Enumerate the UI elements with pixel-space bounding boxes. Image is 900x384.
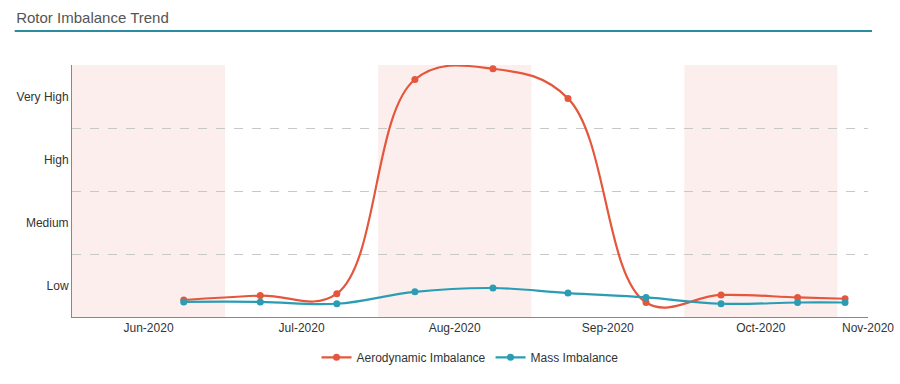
- svg-text:Sep-2020: Sep-2020: [582, 321, 634, 335]
- svg-text:Medium: Medium: [26, 216, 69, 230]
- svg-text:High: High: [44, 153, 69, 167]
- svg-text:Aug-2020: Aug-2020: [429, 321, 481, 335]
- svg-text:Very High: Very High: [17, 90, 69, 104]
- svg-text:Aerodynamic Imbalance: Aerodynamic Imbalance: [357, 351, 486, 365]
- svg-text:Jul-2020: Jul-2020: [279, 321, 325, 335]
- svg-text:Low: Low: [47, 279, 69, 293]
- svg-text:Nov-2020: Nov-2020: [842, 321, 894, 335]
- svg-text:Mass Imbalance: Mass Imbalance: [531, 351, 619, 365]
- svg-text:Oct-2020: Oct-2020: [736, 321, 786, 335]
- svg-text:Rotor Imbalance Trend: Rotor Imbalance Trend: [16, 9, 169, 26]
- svg-text:Jun-2020: Jun-2020: [124, 321, 174, 335]
